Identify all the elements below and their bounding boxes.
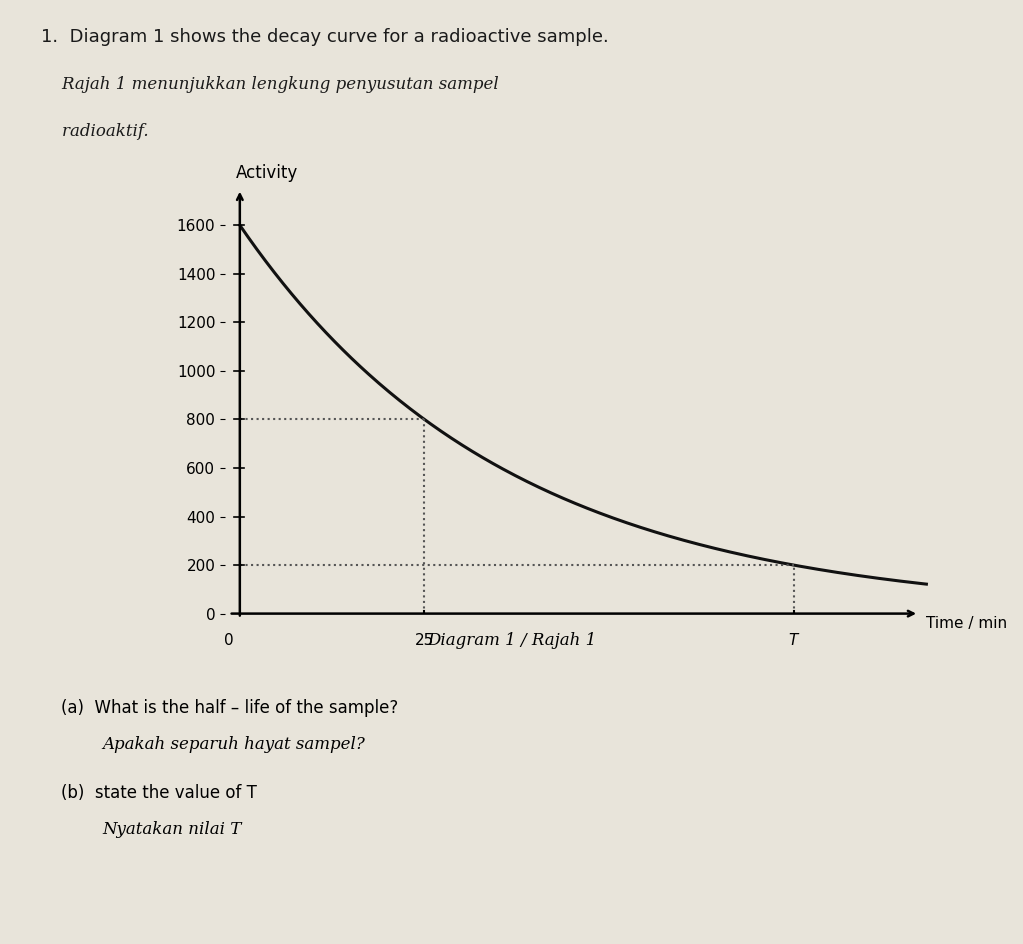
Text: Activity: Activity <box>236 163 299 181</box>
Text: Time / min: Time / min <box>927 615 1008 631</box>
Text: 1.  Diagram 1 shows the decay curve for a radioactive sample.: 1. Diagram 1 shows the decay curve for a… <box>41 28 609 46</box>
Text: radioaktif.: radioaktif. <box>41 123 148 140</box>
Text: Diagram 1 / Rajah 1: Diagram 1 / Rajah 1 <box>427 632 596 649</box>
Text: T: T <box>789 633 798 648</box>
Text: Nyatakan nilai T: Nyatakan nilai T <box>102 821 241 838</box>
Text: 0: 0 <box>224 633 233 648</box>
Text: (b)  state the value of T: (b) state the value of T <box>61 784 257 801</box>
Text: (a)  What is the half – life of the sample?: (a) What is the half – life of the sampl… <box>61 699 399 716</box>
Text: Rajah 1 menunjukkan lengkung penyusutan sampel: Rajah 1 menunjukkan lengkung penyusutan … <box>41 76 498 93</box>
Text: 25: 25 <box>414 633 434 648</box>
Text: Apakah separuh hayat sampel?: Apakah separuh hayat sampel? <box>102 736 365 753</box>
